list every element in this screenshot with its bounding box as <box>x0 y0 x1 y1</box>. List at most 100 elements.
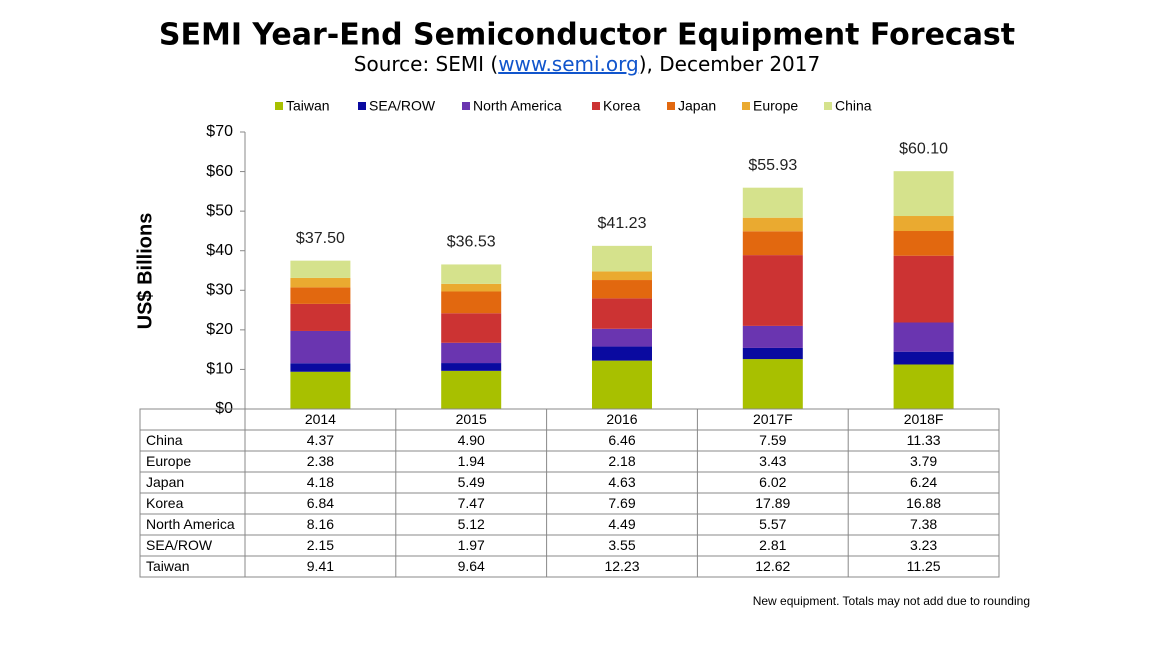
footnote: New equipment. Totals may not add due to… <box>753 594 1030 608</box>
bar-segment <box>441 313 502 343</box>
subtitle-text: ), December 2017 <box>639 52 820 76</box>
table-cell: 6.46 <box>608 432 635 448</box>
x-tick-label: 2014 <box>305 411 336 427</box>
bar-segment <box>592 280 652 299</box>
bar-segment <box>893 171 954 217</box>
table-cell: 8.16 <box>307 516 334 532</box>
bar-segment <box>592 346 652 361</box>
bar-segment <box>592 245 652 272</box>
bar-segment <box>290 277 351 288</box>
y-tick-label: $40 <box>206 242 233 259</box>
legend-label: Taiwan <box>286 98 330 114</box>
y-tick-label: $50 <box>206 202 233 219</box>
legend-swatch <box>462 102 470 110</box>
bar-segment <box>290 363 351 372</box>
table-cell: 7.47 <box>458 495 485 511</box>
bar-segment <box>441 264 502 284</box>
y-axis-label: US$ Billions <box>134 213 156 330</box>
bar-segment <box>893 322 954 352</box>
x-tick-label: 2017F <box>753 411 793 427</box>
table-cell: 1.94 <box>458 453 485 469</box>
bar-segment <box>893 216 954 232</box>
bar-segment <box>742 347 803 360</box>
x-tick-label: 2018F <box>904 411 944 427</box>
bar-segment <box>592 360 652 409</box>
total-label: $36.53 <box>447 234 496 251</box>
table-cell: 4.49 <box>608 516 635 532</box>
bar-segment <box>742 217 803 232</box>
table-cell: 7.59 <box>759 432 786 448</box>
table-cell: 6.84 <box>307 495 334 511</box>
bar-segment <box>742 325 803 348</box>
bar-segment <box>441 363 502 371</box>
bar-segment <box>893 351 954 365</box>
table-cell: 4.90 <box>458 432 485 448</box>
legend-label: Japan <box>678 98 716 114</box>
table-cell: 2.81 <box>759 537 786 553</box>
bar-segment <box>592 298 652 329</box>
table-row-label: Korea <box>146 495 184 511</box>
total-label: $37.50 <box>296 230 345 247</box>
y-tick-label: $20 <box>206 321 233 338</box>
table-cell: 7.38 <box>910 516 937 532</box>
table-cell: 9.64 <box>458 558 485 574</box>
bar-segment <box>290 371 351 409</box>
x-tick-label: 2016 <box>606 411 637 427</box>
table-cell: 5.57 <box>759 516 786 532</box>
bar-segment <box>290 303 351 331</box>
table-cell: 17.89 <box>755 495 790 511</box>
table-row-label: Europe <box>146 453 191 469</box>
table-cell: 3.55 <box>608 537 635 553</box>
table-cell: 3.43 <box>759 453 786 469</box>
table-cell: 6.02 <box>759 474 786 490</box>
legend-swatch <box>275 102 283 110</box>
total-label: $41.23 <box>598 215 647 232</box>
bar-segment <box>893 255 954 323</box>
subtitle-link[interactable]: www.semi.org <box>498 52 639 76</box>
bar-segment <box>441 283 502 292</box>
legend-label: Europe <box>753 98 798 114</box>
bar-segment <box>742 231 803 256</box>
bar-segment <box>441 291 502 314</box>
bar-segment <box>592 271 652 281</box>
table-cell: 11.25 <box>907 558 941 574</box>
table-cell: 7.69 <box>608 495 635 511</box>
table-cell: 1.97 <box>458 537 485 553</box>
table-cell: 5.12 <box>458 516 485 532</box>
y-tick-label: $10 <box>206 361 233 378</box>
subtitle-text: Source: SEMI ( <box>354 52 498 76</box>
chart-subtitle: Source: SEMI (www.semi.org), December 20… <box>354 52 820 76</box>
bar-segment <box>893 231 954 256</box>
legend-label: Korea <box>603 98 641 114</box>
table-cell: 5.49 <box>458 474 485 490</box>
legend-swatch <box>667 102 675 110</box>
table-cell: 3.23 <box>910 537 937 553</box>
table-cell: 9.41 <box>307 558 334 574</box>
bar-segment <box>290 260 351 278</box>
table-cell: 16.88 <box>906 495 941 511</box>
table-cell: 6.24 <box>910 474 937 490</box>
table-cell: 12.23 <box>604 558 639 574</box>
table-cell: 2.38 <box>307 453 334 469</box>
bar-segment <box>742 187 803 218</box>
bar-segment <box>290 330 351 364</box>
table-row-label: SEA/ROW <box>146 537 213 553</box>
legend-label: North America <box>473 98 562 114</box>
legend-label: SEA/ROW <box>369 98 436 114</box>
bar-segment <box>441 370 502 409</box>
bar-segment <box>742 359 803 409</box>
table-row-label: North America <box>146 516 235 532</box>
table-row-label: Taiwan <box>146 558 190 574</box>
y-tick-label: $70 <box>206 123 233 140</box>
table-cell: 2.15 <box>307 537 334 553</box>
total-label: $55.93 <box>748 157 797 174</box>
y-tick-label: $60 <box>206 163 233 180</box>
total-label: $60.10 <box>899 140 948 157</box>
table-cell: 4.63 <box>608 474 635 490</box>
table-cell: 2.18 <box>608 453 635 469</box>
table-cell: 3.79 <box>910 453 937 469</box>
chart-title: SEMI Year-End Semiconductor Equipment Fo… <box>159 18 1015 53</box>
bar-segment <box>441 342 502 364</box>
table-cell: 11.33 <box>907 432 941 448</box>
